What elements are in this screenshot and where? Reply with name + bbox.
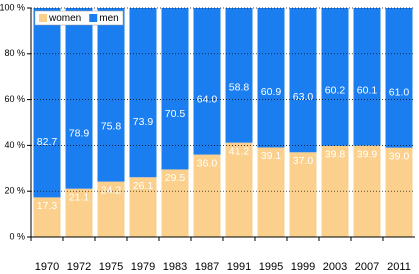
x-tick-label: 2007: [355, 261, 379, 273]
value-label: 75.8: [101, 120, 122, 132]
bar-segment: [289, 8, 317, 153]
x-tick-label: 1991: [227, 261, 251, 273]
value-label: 39.1: [261, 150, 282, 162]
x-tick-label: 2003: [323, 261, 347, 273]
y-tick-label: 100 %: [0, 2, 25, 12]
x-tick-label: 1972: [67, 261, 91, 273]
bar-segment: [193, 8, 221, 155]
bar-segment: [33, 8, 61, 198]
value-label: 73.9: [133, 116, 154, 128]
bar-segment: [193, 154, 221, 237]
legend: women men: [34, 10, 124, 26]
value-label: 36.0: [197, 157, 218, 169]
x-tick-label: 1983: [163, 261, 187, 273]
value-label: 60.2: [325, 85, 346, 97]
bar-segment: [385, 8, 413, 148]
legend-label: men: [99, 13, 118, 24]
value-label: 17.3: [37, 200, 58, 212]
value-label: 39.9: [357, 148, 378, 160]
value-label: 64.0: [197, 93, 218, 105]
y-tick-label: 40 %: [4, 140, 25, 150]
legend-swatch: [39, 14, 47, 22]
x-tick-label: 1987: [195, 261, 219, 273]
value-label: 39.0: [389, 150, 410, 162]
bar-segment: [129, 177, 157, 237]
y-tick-label: 20 %: [4, 186, 25, 196]
value-label: 29.5: [165, 172, 186, 184]
bar-segment: [257, 8, 285, 148]
bar-segment: [257, 147, 285, 237]
legend-box: [34, 10, 124, 26]
bar-segment: [65, 8, 93, 189]
bar-segment: [385, 147, 413, 237]
x-tick-label: 1999: [291, 261, 315, 273]
value-label: 70.5: [165, 108, 186, 120]
value-label: 78.9: [69, 127, 90, 139]
bar-segment: [321, 8, 349, 146]
value-label: 61.0: [389, 86, 410, 98]
value-label: 21.1: [69, 191, 90, 203]
bar-segment: [97, 181, 125, 237]
x-tick-label: 1995: [259, 261, 283, 273]
y-tick-label: 60 %: [4, 94, 25, 104]
bar-segment: [129, 8, 157, 178]
bar-segment: [33, 197, 61, 237]
value-label: 60.9: [261, 86, 282, 98]
legend-label: women: [48, 13, 81, 24]
bar-segment: [161, 169, 189, 237]
legend-swatch: [89, 14, 98, 22]
bar-segment: [97, 8, 125, 182]
y-tick-label: 80 %: [4, 48, 25, 58]
x-tick-label: 1975: [99, 261, 123, 273]
bar-segment: [353, 8, 381, 146]
value-label: 37.0: [293, 155, 314, 167]
value-label: 41.2: [229, 145, 250, 157]
value-label: 24.2: [101, 184, 122, 196]
value-label: 58.8: [229, 81, 250, 93]
value-label: 39.8: [325, 149, 346, 161]
value-label: 63.0: [293, 91, 314, 103]
bar-segment: [225, 142, 253, 237]
y-tick-label: 0 %: [9, 231, 25, 241]
bar-segment: [65, 188, 93, 237]
value-label: 60.1: [357, 84, 378, 96]
bar-segment: [289, 152, 317, 237]
x-tick-label: 2011: [387, 261, 411, 273]
value-label: 26.1: [133, 180, 154, 192]
x-tick-label: 1970: [35, 261, 59, 273]
value-label: 82.7: [37, 136, 58, 148]
bar-segment: [225, 8, 253, 143]
bar-segment: [161, 8, 189, 170]
x-tick-label: 1979: [131, 261, 155, 273]
